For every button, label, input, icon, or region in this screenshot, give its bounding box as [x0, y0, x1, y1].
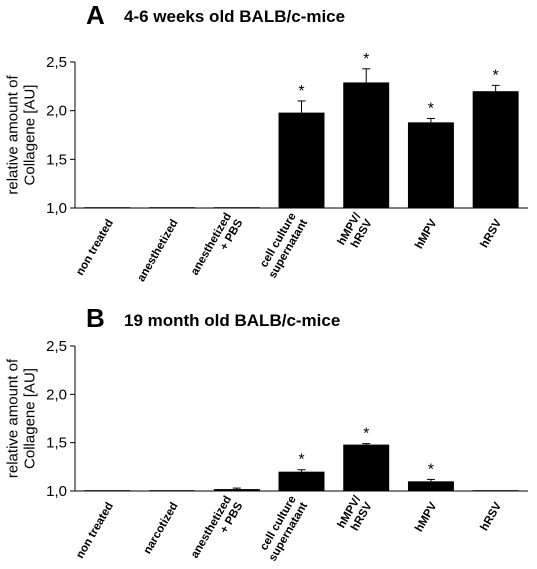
significance-marker: *	[428, 100, 434, 117]
bar	[213, 207, 260, 208]
panel-a-title: 4-6 weeks old BALB/c-mice	[124, 7, 345, 26]
category-label: hRSV	[479, 217, 505, 250]
category-label-line: hMPV	[413, 217, 440, 251]
significance-marker: *	[298, 452, 304, 469]
category-label-line: hMPV	[413, 500, 440, 534]
y-axis-label: Collagene [AU]	[21, 85, 38, 186]
category-label: hMPV	[413, 500, 440, 534]
bar	[149, 490, 196, 491]
y-axis-label: relative amount of	[4, 75, 21, 195]
panel-letter-a: A	[86, 0, 105, 30]
y-tick-label: 1,0	[46, 483, 67, 500]
significance-marker: *	[363, 51, 369, 68]
significance-marker: *	[298, 83, 304, 100]
panel-letter-b: B	[86, 303, 105, 333]
category-label-line: narcotized	[142, 501, 181, 557]
y-tick-label: 1,0	[46, 200, 67, 217]
y-axis-label: Collagene [AU]	[21, 368, 38, 469]
category-label: anesthetized+ PBS	[189, 211, 246, 284]
bar	[213, 489, 260, 491]
bar	[472, 91, 519, 208]
category-label: narcotized	[142, 501, 181, 557]
category-label-line: hRSV	[479, 500, 505, 533]
significance-marker: *	[428, 461, 434, 478]
category-label: cell culturesupernatant	[256, 211, 311, 281]
category-label: non treated	[74, 218, 116, 278]
significance-marker: *	[363, 426, 369, 443]
y-tick-label: 1,5	[46, 435, 67, 452]
category-label-line: non treated	[74, 501, 116, 561]
bar	[278, 471, 325, 491]
bar	[407, 481, 454, 491]
category-label: hRSV	[479, 500, 505, 533]
bar	[472, 490, 519, 491]
y-tick-label: 2,0	[46, 386, 67, 403]
bar	[278, 112, 325, 208]
panel-a-chart: 1,0 1,5 2,0 2,5 relative amount of Collagene …	[4, 51, 528, 284]
y-tick-label: 2,5	[46, 338, 67, 355]
category-label-line: non treated	[74, 218, 116, 278]
category-label: hMPV/hRSV	[336, 210, 376, 254]
significance-marker: *	[493, 67, 499, 84]
bar	[343, 82, 390, 208]
category-label: cell culturesupernatant	[256, 494, 311, 564]
y-tick-label: 1,5	[46, 151, 67, 168]
bar	[149, 207, 196, 208]
bar	[407, 122, 454, 208]
category-label: hMPV	[413, 217, 440, 251]
category-label-line: hRSV	[479, 217, 505, 250]
bar	[343, 444, 390, 491]
panel-b-title: 19 month old BALB/c-mice	[124, 311, 340, 330]
category-label: non treated	[74, 501, 116, 561]
y-tick-label: 2,0	[46, 103, 67, 120]
y-tick-label: 2,5	[46, 54, 67, 71]
bar	[84, 490, 131, 491]
category-label: hMPV/hRSV	[336, 493, 376, 537]
bar	[84, 207, 131, 208]
category-label: anesthetized+ PBS	[189, 494, 246, 567]
y-axis-label: relative amount of	[4, 358, 21, 478]
panel-b-chart: 1,0 1,5 2,0 2,5 relative amount of Collagene …	[4, 338, 528, 567]
category-label: anesthetized	[135, 218, 180, 284]
category-label-line: anesthetized	[135, 218, 180, 284]
